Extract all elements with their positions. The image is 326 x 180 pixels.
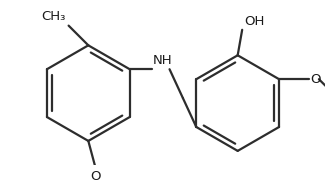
Text: O: O <box>310 73 320 86</box>
Text: OH: OH <box>244 15 264 28</box>
Text: O: O <box>90 170 100 180</box>
Text: CH₃: CH₃ <box>41 10 66 23</box>
Text: NH: NH <box>153 54 172 67</box>
